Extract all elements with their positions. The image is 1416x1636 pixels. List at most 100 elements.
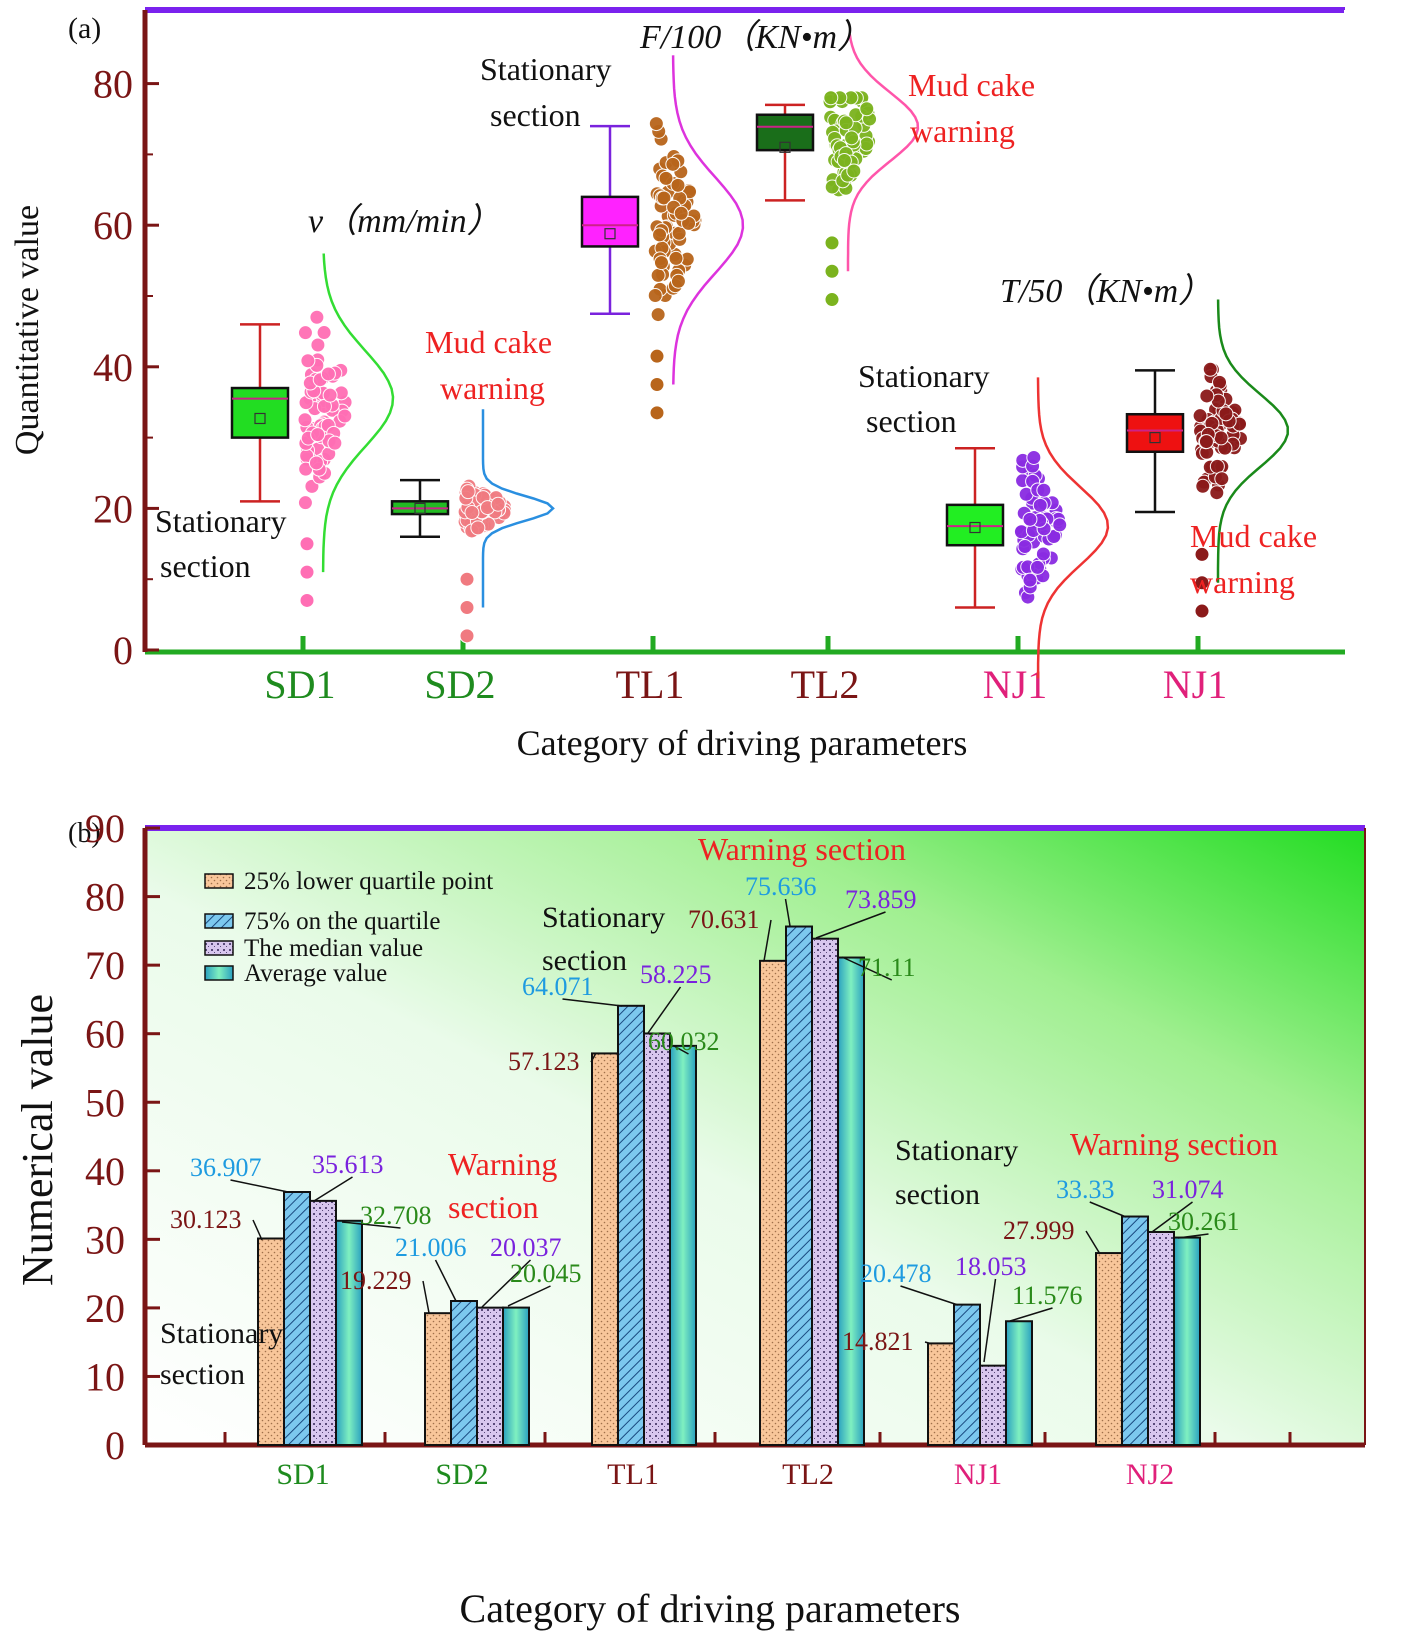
bar xyxy=(309,1199,337,1447)
section-annotation: section xyxy=(490,97,581,133)
panel-a: (a) 0 20 40 60 80 SD1 SD2 TL1 TL2 NJ1 NJ1 Quantit… xyxy=(9,7,1346,763)
legend-swatch xyxy=(204,940,234,956)
outlier-point xyxy=(299,536,315,552)
x-tick-label: SD2 xyxy=(435,1458,488,1491)
data-point xyxy=(316,325,332,341)
outlier-point xyxy=(459,600,475,616)
outlier-point xyxy=(824,292,840,308)
section-annotation: section xyxy=(160,548,251,584)
y-tick-label: 10 xyxy=(85,1354,125,1399)
box-plot-tl2 xyxy=(755,33,920,308)
parameter-annotation: F/100（KN•m） xyxy=(639,18,871,56)
data-label: 64.071 xyxy=(522,972,594,1001)
data-point xyxy=(310,427,326,443)
data-point xyxy=(650,267,666,283)
outlier-point xyxy=(1194,575,1210,591)
leader-line xyxy=(1009,1307,1053,1322)
panel-b-legend: 25% lower quartile point 75% on the quart… xyxy=(204,868,493,987)
section-annotation: section xyxy=(160,1358,245,1391)
panel-b-x-axis-label: Category of driving parameters xyxy=(460,1586,961,1631)
leader-line xyxy=(1085,1230,1101,1255)
mean-marker xyxy=(969,521,981,534)
panel-b-x-categories: SD1 SD2 TL1 TL2 NJ1 NJ2 xyxy=(276,1458,1174,1491)
data-point xyxy=(670,273,686,289)
data-point xyxy=(1036,482,1052,498)
data-label: 57.123 xyxy=(508,1047,580,1076)
leader-line xyxy=(841,956,893,981)
data-label: 60.032 xyxy=(648,1027,720,1056)
outlier-point xyxy=(1194,603,1210,619)
iqr-box xyxy=(230,386,290,439)
bar xyxy=(335,1219,363,1446)
data-point xyxy=(673,205,689,221)
legend-label: The median value xyxy=(244,935,423,962)
bar xyxy=(1147,1230,1175,1446)
warning-annotation: warning xyxy=(1190,564,1295,600)
outlier-point xyxy=(824,263,840,279)
distribution-curve xyxy=(481,409,555,608)
y-tick-label: 80 xyxy=(93,62,133,107)
bar xyxy=(669,1044,697,1447)
leader-line xyxy=(924,1341,933,1345)
data-label: 14.821 xyxy=(842,1327,914,1356)
data-point xyxy=(309,309,325,325)
data-point xyxy=(652,227,668,243)
x-tick-label: SD2 xyxy=(424,662,495,707)
data-point xyxy=(653,255,669,271)
leader-line xyxy=(673,1045,689,1055)
x-tick-label: TL2 xyxy=(791,662,860,707)
stationary-annotation: Stationary xyxy=(858,358,990,394)
data-label: 20.478 xyxy=(860,1259,932,1288)
leader-line xyxy=(815,911,886,939)
data-point xyxy=(648,116,664,132)
data-label: 27.999 xyxy=(1003,1216,1075,1245)
outlier-point xyxy=(459,628,475,644)
section-annotation: section xyxy=(448,1189,539,1225)
bar xyxy=(811,937,839,1446)
legend-swatch xyxy=(204,873,234,889)
distribution-curve xyxy=(321,253,395,573)
data-label: 11.576 xyxy=(1012,1281,1083,1310)
section-annotation: section xyxy=(542,944,627,977)
legend-swatch xyxy=(204,913,234,929)
data-point xyxy=(297,495,313,511)
panel-a-x-categories: SD1 SD2 TL1 TL2 NJ1 NJ1 xyxy=(264,636,1227,707)
bar xyxy=(617,1004,645,1446)
data-point xyxy=(647,288,663,304)
x-tick-label: TL2 xyxy=(782,1458,834,1491)
leader-line xyxy=(763,919,772,962)
outlier-point xyxy=(1194,546,1210,562)
bar-group-nj1 xyxy=(927,1303,1033,1447)
data-point xyxy=(1198,434,1214,450)
box-plot-tl1 xyxy=(580,55,745,421)
bar xyxy=(1121,1215,1149,1446)
data-point xyxy=(1199,388,1215,404)
data-label: 73.859 xyxy=(845,885,917,914)
mean-marker xyxy=(1149,432,1161,444)
warning-annotation: warning xyxy=(440,370,545,406)
mud-cake-annotation: Mud cake xyxy=(1190,518,1317,554)
warning-annotation: warning xyxy=(910,113,1015,149)
x-tick-label: SD1 xyxy=(276,1458,329,1491)
bar-group-nj2 xyxy=(1095,1215,1201,1447)
panel-a-y-axis-label: Quantitative value xyxy=(9,205,46,455)
bar xyxy=(1095,1252,1123,1447)
box-plot-sd1 xyxy=(230,253,395,608)
mean-marker xyxy=(779,141,791,153)
bar-group-tl1 xyxy=(591,1004,697,1447)
data-point xyxy=(1035,546,1051,562)
data-point xyxy=(1022,572,1038,588)
data-point xyxy=(650,307,666,323)
data-point xyxy=(665,156,681,172)
bar xyxy=(1173,1236,1201,1446)
panel-b-y-ticks: 0 10 20 30 40 50 60 70 80 90 xyxy=(85,806,1292,1468)
bar xyxy=(502,1306,530,1447)
box-plot-nj1 xyxy=(1125,299,1289,619)
data-point xyxy=(1202,361,1218,377)
y-tick-label: 40 xyxy=(93,345,133,390)
data-point xyxy=(1030,559,1046,575)
y-tick-label: 20 xyxy=(93,486,133,531)
data-point xyxy=(1195,478,1211,494)
parameter-annotation: ν（mm/min） xyxy=(308,202,501,240)
mean-marker xyxy=(604,228,616,240)
